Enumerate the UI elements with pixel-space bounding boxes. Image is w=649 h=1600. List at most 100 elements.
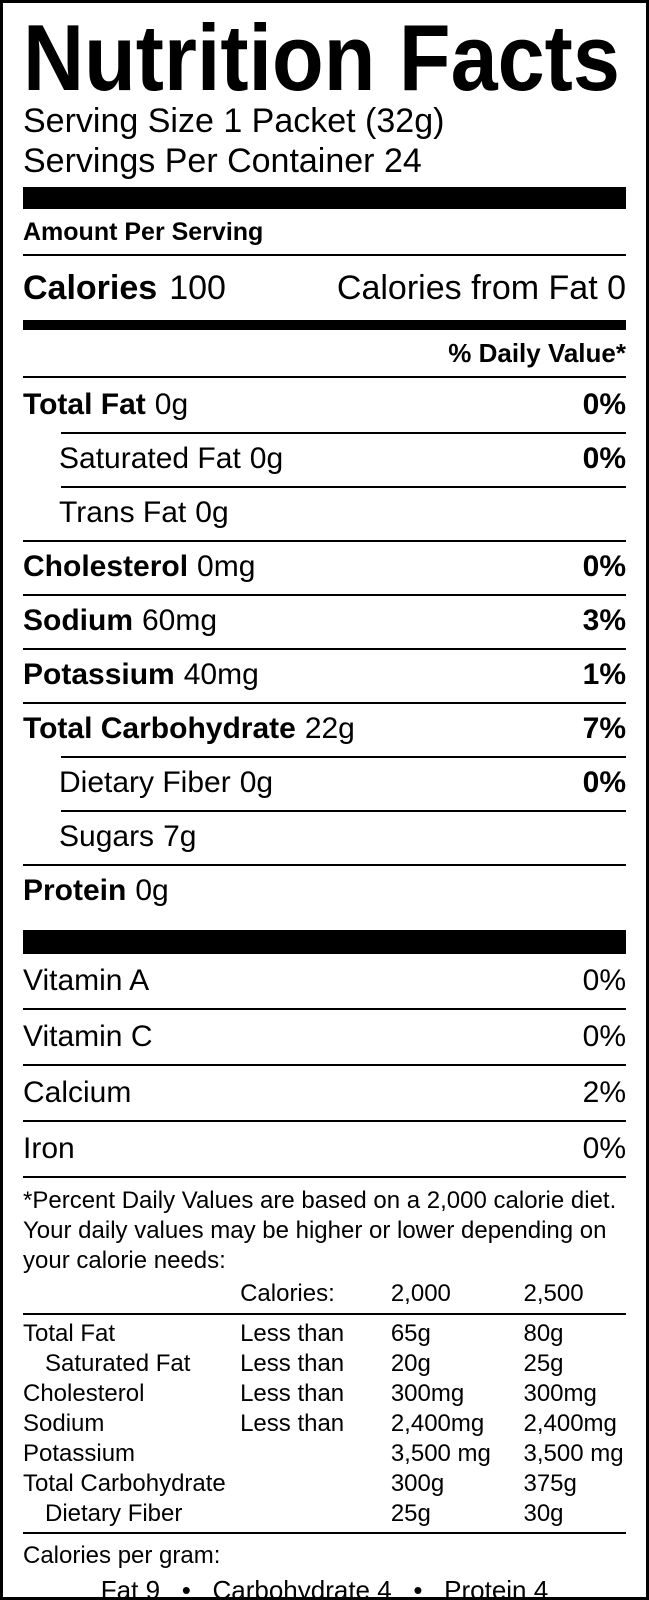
daily-values-table: Calories: 2,000 2,500 Total Fat Less tha… — [23, 1276, 626, 1534]
nutrient-name: Saturated Fat — [59, 442, 241, 475]
nutrient-amount: 0g — [135, 874, 169, 907]
vitamin-name: Calcium — [23, 1076, 132, 1109]
nutrient-name: Protein — [23, 874, 127, 907]
thick-divider-bar-middle — [23, 930, 626, 954]
dv-row-qualifier — [240, 1469, 391, 1499]
dv-table-row: Total Fat Less than 65g 80g — [23, 1319, 626, 1349]
dv-row-2000: 65g — [390, 1320, 431, 1347]
calories-left: Calories 100 — [23, 269, 226, 308]
dv-row-name: Total Carbohydrate — [23, 1470, 226, 1497]
nutrient-name: Potassium — [23, 658, 175, 691]
dv-table-row: Dietary Fiber 25g 30g — [23, 1499, 626, 1529]
dv-table-header: Calories: 2,000 2,500 — [23, 1276, 626, 1315]
nutrient-row-trans-fat: Trans Fat 0g — [23, 486, 626, 540]
vitamin-daily-value: 0% — [582, 1132, 626, 1165]
vitamin-row-vitamin-c: Vitamin C 0% — [23, 1010, 626, 1066]
dv-row-name: Saturated Fat — [45, 1350, 191, 1377]
dv-row-name: Dietary Fiber — [45, 1500, 183, 1527]
dv-row-2500: 375g — [523, 1470, 577, 1497]
vitamin-name: Vitamin A — [23, 964, 150, 997]
nutrient-amount: 0g — [249, 442, 284, 475]
dv-table-row: Saturated Fat Less than 20g 25g — [23, 1349, 626, 1379]
vitamin-daily-value: 0% — [582, 964, 626, 997]
nutrient-row-total-carbohydrate: Total Carbohydrate 22g 7% — [23, 702, 626, 756]
vitamin-row-iron: Iron 0% — [23, 1122, 626, 1178]
nutrient-amount: 0g — [195, 496, 229, 529]
vitamin-name: Iron — [23, 1132, 75, 1165]
dv-row-2500: 30g — [523, 1500, 564, 1527]
dv-row-2000: 3,500 mg — [390, 1440, 491, 1467]
nutrient-row-potassium: Potassium 40mg 1% — [23, 648, 626, 702]
nutrient-amount: 0g — [154, 388, 189, 421]
vitamin-name: Vitamin C — [23, 1020, 153, 1053]
dv-row-qualifier: Less than — [240, 1320, 345, 1347]
nutrient-daily-value: 0% — [582, 766, 626, 799]
vitamin-row-calcium: Calcium 2% — [23, 1066, 626, 1122]
calories-per-gram-label: Calories per gram: — [23, 1542, 221, 1569]
calories-row: Calories 100 Calories from Fat 0 — [23, 256, 626, 320]
nutrient-amount: 7g — [163, 820, 197, 853]
medium-divider-bar — [23, 320, 626, 330]
nutrient-row-cholesterol: Cholesterol 0mg 0% — [23, 540, 626, 594]
dv-row-name: Sodium — [23, 1410, 105, 1437]
daily-value-header: % Daily Value* — [23, 330, 626, 378]
nutrient-name: Total Fat — [23, 388, 146, 421]
nutrient-daily-value: 7% — [582, 712, 626, 745]
dv-table-body: Total Fat Less than 65g 80g Saturated Fa… — [23, 1315, 626, 1529]
dv-row-name: Cholesterol — [23, 1380, 145, 1407]
dv-row-qualifier — [240, 1439, 391, 1469]
nutrient-row-sodium: Sodium 60mg 3% — [23, 594, 626, 648]
servings-per-container-text: Servings Per Container 24 — [23, 142, 422, 180]
nutrient-amount: 22g — [304, 712, 355, 745]
dv-table-row: Sodium Less than 2,400mg 2,400mg — [23, 1409, 626, 1439]
nutrient-daily-value: 1% — [582, 658, 626, 691]
nutrient-row-total-fat: Total Fat 0g 0% — [23, 378, 626, 432]
dv-row-2000: 25g — [390, 1500, 431, 1527]
nutrient-name: Cholesterol — [23, 550, 189, 583]
dv-row-qualifier: Less than — [240, 1350, 345, 1377]
amount-per-serving-heading: Amount Per Serving — [23, 209, 626, 256]
nutrient-name: Trans Fat — [59, 496, 187, 529]
dv-row-2500: 25g — [523, 1350, 564, 1377]
nutrient-daily-value: 0% — [582, 442, 626, 475]
calories-label: Calories — [23, 268, 158, 307]
dv-row-qualifier: Less than — [240, 1380, 345, 1407]
dv-row-qualifier — [240, 1499, 391, 1529]
serving-size-text: Serving Size 1 Packet (32g) — [23, 102, 445, 140]
dv-table-header-2500: 2,500 — [523, 1280, 584, 1307]
dv-row-2500: 3,500 mg — [523, 1440, 624, 1467]
calories-value: 100 — [169, 268, 226, 307]
dv-row-2000: 2,400mg — [390, 1410, 485, 1437]
dv-row-2500: 2,400mg — [523, 1410, 617, 1437]
nutrient-name: Sugars — [59, 820, 155, 853]
nutrient-row-protein: Protein 0g — [23, 864, 626, 918]
dv-table-header-calories: Calories: — [240, 1280, 335, 1307]
dv-row-name: Total Fat — [23, 1320, 116, 1347]
dv-row-qualifier: Less than — [240, 1410, 345, 1437]
dv-row-2500: 300mg — [523, 1380, 597, 1407]
dv-table-row: Cholesterol Less than 300mg 300mg — [23, 1379, 626, 1409]
dv-row-2000: 300mg — [390, 1380, 465, 1407]
vitamin-daily-value: 0% — [582, 1020, 626, 1053]
dv-row-2000: 20g — [390, 1350, 431, 1377]
dv-table-row: Potassium 3,500 mg 3,500 mg — [23, 1439, 626, 1469]
dv-table-row: Total Carbohydrate 300g 375g — [23, 1469, 626, 1499]
label-title: Nutrition Facts — [23, 5, 620, 110]
nutrient-amount: 60mg — [142, 604, 218, 637]
nutrient-name: Dietary Fiber — [59, 766, 231, 799]
nutrient-row-dietary-fiber: Dietary Fiber 0g 0% — [23, 756, 626, 810]
vitamin-row-vitamin-a: Vitamin A 0% — [23, 954, 626, 1010]
nutrient-amount: 0mg — [197, 550, 256, 583]
thick-divider-bar-top — [23, 187, 626, 209]
nutrient-row-sugars: Sugars 7g — [23, 810, 626, 864]
dv-table-header-blank — [23, 1280, 240, 1308]
nutrient-name: Total Carbohydrate — [23, 712, 296, 745]
nutrient-daily-value: 0% — [582, 388, 626, 421]
footnote-text: *Percent Daily Values are based on a 2,0… — [23, 1187, 617, 1274]
nutrient-name: Sodium — [23, 604, 133, 637]
calories-from-fat: Calories from Fat 0 — [336, 268, 626, 307]
dv-row-name: Potassium — [23, 1440, 136, 1467]
nutrient-amount: 40mg — [183, 658, 259, 691]
nutrient-daily-value: 3% — [582, 604, 626, 637]
